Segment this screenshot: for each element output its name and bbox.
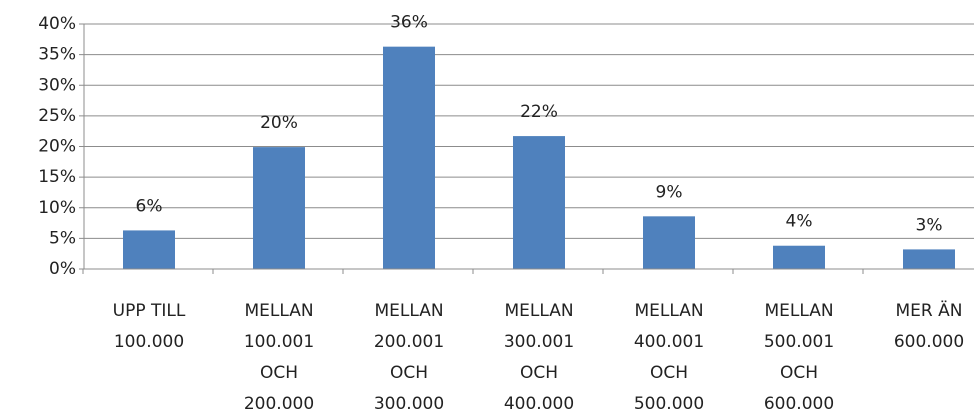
x-tick-label: MELLAN 100.001 OCH 200.000 bbox=[244, 301, 314, 414]
y-tick-label: 0% bbox=[49, 259, 76, 279]
value-label: 9% bbox=[656, 182, 683, 202]
value-label: 3% bbox=[916, 215, 943, 235]
y-tick-label: 15% bbox=[38, 167, 76, 187]
y-tick-label: 5% bbox=[49, 228, 76, 248]
bar bbox=[513, 136, 565, 269]
value-label: 22% bbox=[520, 102, 558, 122]
x-tick-label: MELLAN 200.001 OCH 300.000 bbox=[374, 301, 444, 414]
value-label: 4% bbox=[786, 212, 813, 232]
y-tick-label: 10% bbox=[38, 198, 76, 218]
x-tick-label: MELLAN 300.001 OCH 400.000 bbox=[504, 301, 574, 414]
value-label: 6% bbox=[136, 196, 163, 216]
bar bbox=[253, 147, 305, 269]
bar bbox=[123, 230, 175, 269]
bar bbox=[383, 46, 435, 269]
y-tick-label: 35% bbox=[38, 45, 76, 65]
x-tick-label: MELLAN 500.001 OCH 600.000 bbox=[764, 301, 834, 414]
value-label: 36% bbox=[390, 13, 428, 33]
bar bbox=[903, 249, 955, 269]
x-tick-label: UPP TILL 100.000 bbox=[113, 301, 186, 352]
value-label: 20% bbox=[260, 113, 298, 133]
y-tick-label: 40% bbox=[38, 14, 76, 34]
bar bbox=[643, 216, 695, 269]
y-tick-label: 30% bbox=[38, 75, 76, 95]
y-tick-label: 25% bbox=[38, 106, 76, 126]
x-tick-label: MER ÄN 600.000 bbox=[894, 300, 964, 352]
x-tick-label: MELLAN 400.001 OCH 500.000 bbox=[634, 301, 704, 414]
y-tick-label: 20% bbox=[38, 137, 76, 157]
bar bbox=[773, 245, 825, 269]
